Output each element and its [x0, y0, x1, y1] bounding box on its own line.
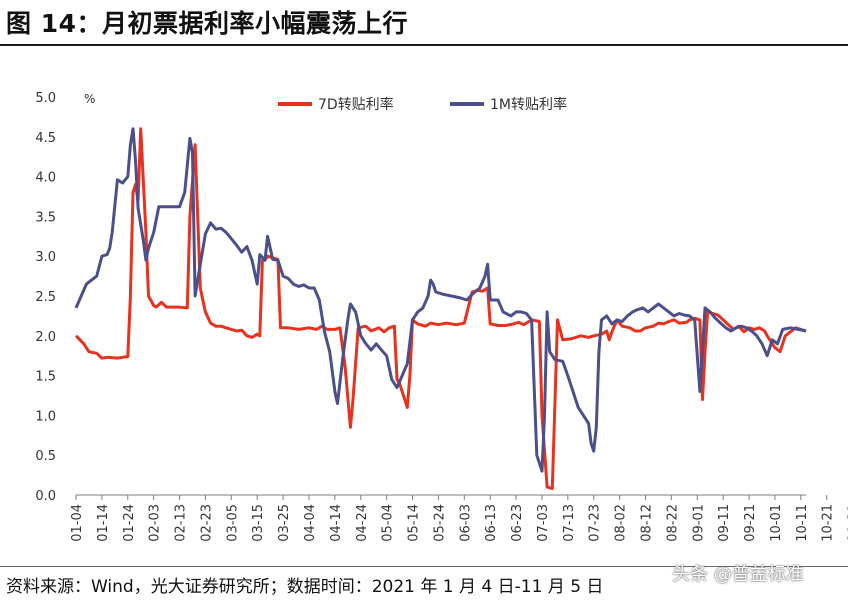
y-axis: 0.0 0.5 1.0 1.5 2.0 2.5 3.0 3.5 4.0 4.5 5.0% — [35, 91, 95, 504]
x-tick-label: 01-14 — [96, 504, 111, 542]
x-tick-label: 09-11 — [717, 504, 732, 542]
y-tick-label: 4.5 — [35, 131, 56, 146]
source-note: 资料来源：Wind，光大证券研究所；数据时间：2021 年 1 月 4 日-11… — [6, 577, 604, 597]
x-tick-label: 02-23 — [199, 504, 214, 542]
legend-label: 7D转贴利率 — [318, 96, 394, 113]
x-tick-label: 09-01 — [691, 504, 706, 542]
watermark: 头条 @普益标准 — [672, 564, 804, 585]
x-tick-label: 05-24 — [432, 504, 447, 542]
y-tick-label: 3.5 — [35, 210, 56, 225]
x-tick-label: 08-12 — [640, 504, 655, 542]
x-tick-label: 06-13 — [484, 504, 499, 542]
y-unit-label: % — [84, 92, 95, 106]
series-line-1m — [74, 127, 807, 473]
x-tick-label: 05-14 — [407, 504, 422, 542]
x-tick-label: 07-03 — [536, 504, 551, 542]
x-tick-label: 05-04 — [381, 504, 396, 542]
x-tick-label: 01-04 — [70, 504, 85, 542]
chart-series — [74, 127, 807, 491]
x-tick-label: 04-24 — [355, 504, 370, 542]
x-tick-label: 10-21 — [821, 504, 836, 542]
x-tick-label: 06-03 — [458, 504, 473, 542]
y-tick-label: 2.5 — [35, 290, 56, 305]
y-tick-label: 3.0 — [35, 250, 56, 265]
y-tick-label: 2.0 — [35, 330, 56, 345]
x-tick-label: 07-23 — [588, 504, 603, 542]
x-tick-label: 02-03 — [148, 504, 163, 542]
y-tick-label: 0.5 — [35, 449, 56, 464]
x-tick-label: 10-31 — [847, 504, 848, 542]
y-tick-label: 5.0 — [35, 91, 56, 106]
x-tick-label: 10-01 — [769, 504, 784, 542]
page-title: 图 14：月初票据利率小幅震荡上行 — [6, 9, 408, 38]
x-tick-label: 06-23 — [510, 504, 525, 542]
y-tick-label: 1.5 — [35, 370, 56, 385]
x-tick-label: 04-04 — [303, 504, 318, 542]
series-line-7d — [74, 127, 807, 491]
y-tick-label: 0.0 — [35, 489, 56, 504]
chart-legend: 7D转贴利率 1M转贴利率 — [278, 96, 567, 113]
x-tick-label: 09-21 — [743, 504, 758, 542]
x-tick-label: 04-14 — [329, 504, 344, 542]
title-divider — [0, 44, 848, 46]
x-tick-label: 08-22 — [665, 504, 680, 542]
x-tick-label: 03-15 — [251, 504, 266, 542]
y-tick-label: 4.0 — [35, 171, 56, 186]
x-tick-label: 03-05 — [225, 504, 240, 542]
x-tick-label: 01-24 — [122, 504, 137, 542]
footer-divider — [0, 566, 848, 567]
x-tick-label: 02-13 — [174, 504, 189, 542]
x-tick-label: 10-11 — [795, 504, 810, 542]
x-tick-label: 08-02 — [614, 504, 629, 542]
x-tick-label: 07-13 — [562, 504, 577, 542]
x-tick-label: 03-25 — [277, 504, 292, 542]
x-axis: 01-04 01-14 01-24 02-03 02-13 02-23 03-05 03-15… — [70, 494, 848, 542]
y-tick-label: 1.0 — [35, 409, 56, 424]
legend-label: 1M转贴利率 — [490, 96, 567, 113]
